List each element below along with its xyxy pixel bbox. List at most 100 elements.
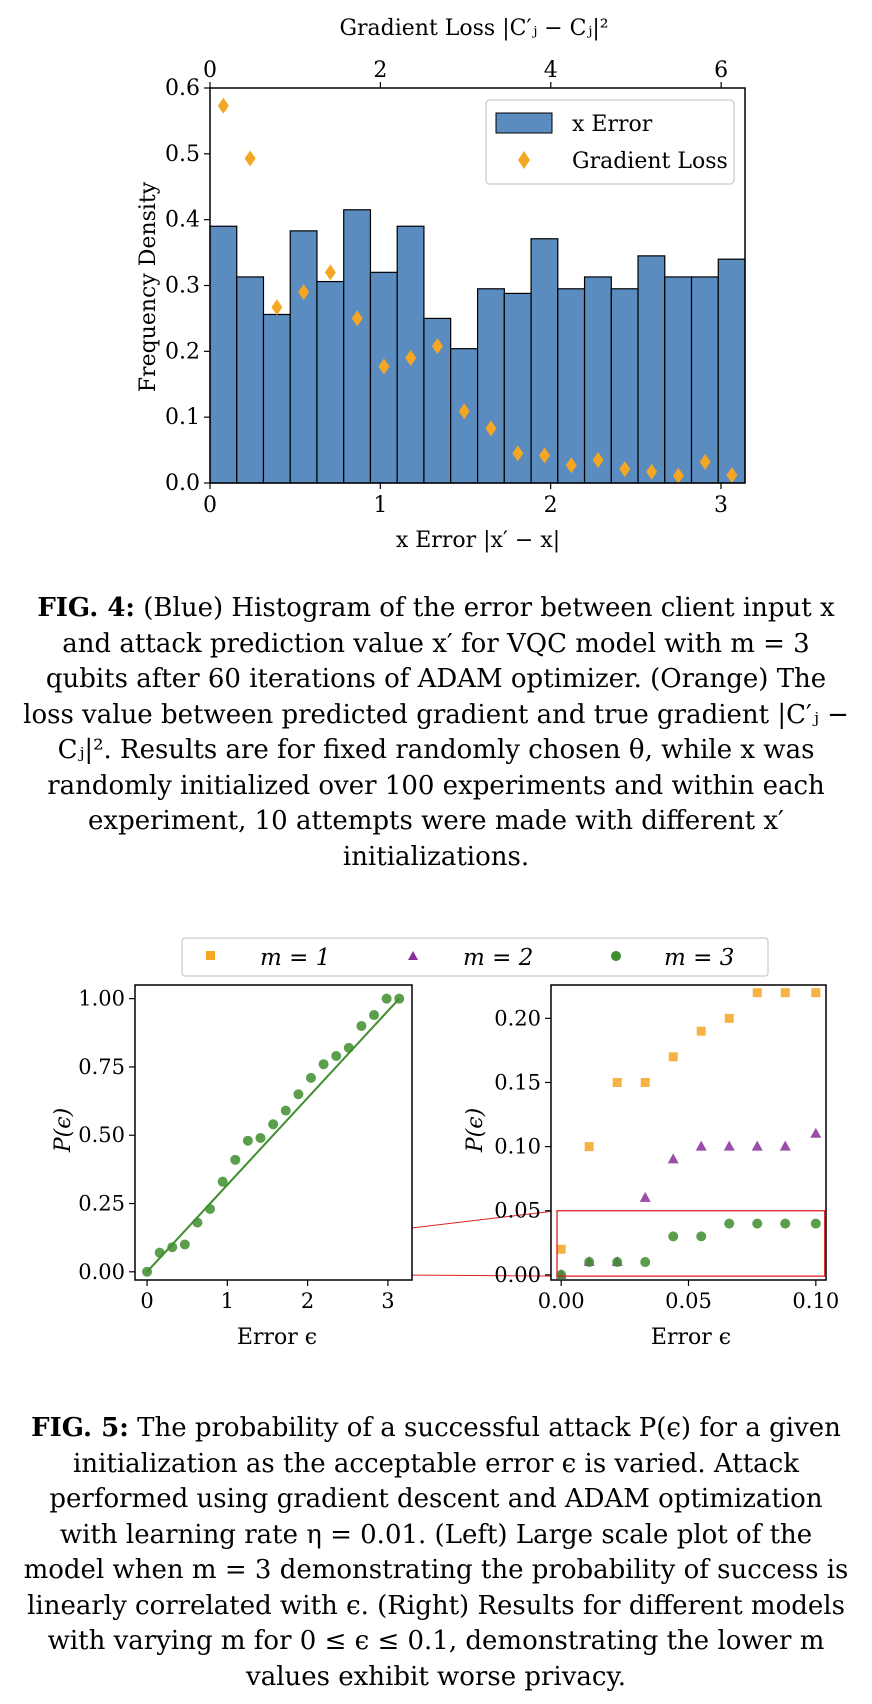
right-m1-point	[612, 1077, 622, 1087]
right-m2-point	[555, 1268, 567, 1279]
right-m3-point	[724, 1218, 735, 1229]
right-m1-point	[584, 1142, 594, 1152]
y-tick-label: 0.4	[165, 208, 200, 233]
gradient-loss-point	[726, 467, 738, 484]
y-tick-label: 0.2	[165, 339, 200, 364]
y-tick-label: 0.5	[165, 142, 200, 167]
gradient-loss-point	[646, 463, 658, 480]
gradient-loss-point	[244, 150, 256, 167]
histogram-bar	[316, 280, 345, 484]
right-m2-point	[611, 1256, 623, 1267]
legend-scatter-label: Gradient Loss	[572, 149, 728, 174]
left-x-tick-label: 1	[221, 1289, 234, 1313]
gradient-loss-point	[298, 284, 310, 301]
left-m3-point	[255, 1132, 266, 1143]
right-m1-point	[780, 988, 790, 998]
left-m3-point	[394, 993, 405, 1004]
histogram-bar	[343, 209, 372, 484]
fig5-left-xlabel: Error ϵ	[237, 1325, 317, 1350]
right-m3-point	[668, 1231, 679, 1242]
gradient-loss-point	[699, 453, 711, 470]
right-m2-point	[667, 1153, 679, 1164]
right-m2-point	[695, 1140, 707, 1151]
left-m3-point	[343, 1042, 354, 1053]
right-m1-point	[556, 1244, 566, 1254]
left-x-tick-label: 0	[140, 1289, 153, 1313]
left-m3-point	[331, 1051, 342, 1062]
legend-m1-label: m = 1	[260, 945, 330, 971]
right-y-tick-label: 0.20	[494, 1006, 541, 1030]
left-m3-point	[381, 993, 392, 1004]
y-tick-label: 0.3	[165, 274, 200, 299]
left-m3-point	[242, 1135, 253, 1146]
gradient-loss-point	[565, 457, 577, 474]
histogram-bar	[664, 276, 693, 484]
bottom-x-tick-label: 1	[373, 493, 387, 518]
fig4-caption: FIG. 4: (Blue) Histogram of the error be…	[20, 591, 852, 875]
right-m3-point	[810, 1218, 821, 1229]
top-x-tick-label: 0	[203, 58, 217, 83]
right-m1-point	[696, 1026, 706, 1036]
gradient-loss-point	[485, 420, 497, 437]
legend-m1-marker	[206, 951, 215, 960]
right-m3-point	[696, 1231, 707, 1242]
fig4-caption-label: FIG. 4:	[37, 593, 136, 623]
right-zoom-box	[556, 1210, 826, 1277]
right-m3-point	[556, 1269, 567, 1280]
right-x-tick-label: 0.05	[665, 1289, 712, 1313]
left-m3-point	[230, 1154, 241, 1165]
right-x-tick-label: 0.10	[792, 1289, 839, 1313]
left-m3-point	[179, 1239, 190, 1250]
y-tick-label: 0.1	[165, 405, 200, 430]
right-m2-point	[723, 1140, 735, 1151]
fig5-right-ylabel: P(ϵ)	[463, 1108, 488, 1153]
right-m1-point	[752, 988, 762, 998]
right-m2-point	[639, 1191, 651, 1202]
right-m2-point	[810, 1127, 822, 1138]
figure-4-chart: Gradient Loss |C′ⱼ − Cⱼ|² Frequency Dens…	[136, 16, 746, 553]
left-m3-point	[205, 1203, 216, 1214]
zoom-connector-bottom	[156, 1272, 558, 1277]
left-y-tick-label: 0.00	[78, 1260, 125, 1284]
legend-m3-label: m = 3	[664, 945, 734, 971]
histogram-bar	[236, 276, 265, 484]
y-tick-label: 0.6	[165, 76, 200, 101]
fig5-caption: FIG. 5: The probability of a successful …	[20, 1411, 852, 1695]
histogram-bar	[557, 288, 586, 484]
histogram-bar	[690, 276, 719, 484]
gradient-loss-point	[458, 403, 470, 420]
right-y-tick-label: 0.00	[494, 1263, 541, 1287]
left-m3-point	[167, 1242, 178, 1253]
gradient-loss-point	[592, 451, 604, 468]
right-x-tick-label: 0.00	[538, 1289, 585, 1313]
left-x-tick-label: 3	[381, 1289, 394, 1313]
histogram-bar	[717, 258, 746, 484]
gradient-loss-point	[539, 447, 551, 464]
bottom-x-tick-label: 3	[714, 493, 728, 518]
fig4-bottom-axis-label: x Error |x′ − x|	[396, 528, 560, 553]
gradient-loss-point	[619, 461, 631, 478]
gradient-loss-point	[271, 299, 283, 316]
top-x-tick-label: 6	[714, 58, 728, 83]
gradient-loss-point	[378, 358, 390, 375]
gradient-loss-point	[512, 445, 524, 462]
legend-m2-label: m = 2	[463, 945, 533, 971]
right-m3-point	[752, 1218, 763, 1229]
histogram-bar	[476, 288, 505, 484]
left-m3-point	[217, 1176, 228, 1187]
right-m2-point	[583, 1256, 595, 1267]
right-m1-point	[668, 1052, 678, 1062]
gradient-loss-point	[324, 264, 336, 281]
left-x-tick-label: 2	[301, 1289, 314, 1313]
fig5-caption-label: FIG. 5:	[31, 1413, 129, 1443]
gradient-loss-point	[672, 467, 684, 484]
fig5-left-ylabel: P(ϵ)	[51, 1108, 76, 1153]
gradient-loss-point	[217, 97, 229, 114]
fig4-caption-text: (Blue) Histogram of the error between cl…	[23, 593, 849, 872]
legend-scatter-marker	[518, 151, 530, 169]
gradient-loss-point	[431, 338, 443, 355]
right-m3-point	[584, 1257, 595, 1268]
fig5-legend: m = 1 m = 2 m = 3	[181, 937, 769, 977]
right-y-tick-label: 0.10	[494, 1135, 541, 1159]
left-m3-point	[154, 1247, 165, 1258]
